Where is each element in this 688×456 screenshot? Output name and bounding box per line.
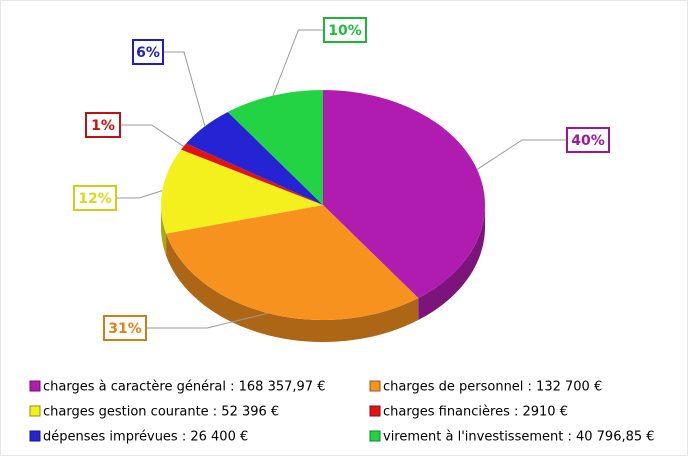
leader-line [116,190,163,199]
legend-swatch [29,430,41,442]
data-label: 31% [108,321,142,337]
slice [227,90,323,205]
label-box [566,127,610,153]
legend-swatch [29,405,41,417]
legend-label: dépenses imprévues : 26 400 € [43,430,248,445]
legend-swatch [29,380,41,392]
leader-line [120,124,184,147]
leader-line [272,29,324,96]
legend-swatch [369,430,381,442]
legend-label: charges gestion courante : 52 396 € [43,405,279,420]
slice-side [418,205,485,321]
legend-label: charges financières : 2910 € [383,405,568,420]
data-label: 40% [571,133,605,149]
legend-label: charges à caractère général : 168 357,97… [43,380,325,395]
legend-swatch [369,405,381,417]
label-box [85,112,121,138]
slice [161,149,323,234]
legend-swatch [369,380,381,392]
data-label: 1% [91,118,115,134]
leader-line [476,139,567,170]
slice-side [161,205,167,256]
label-box [323,17,367,43]
label-box [103,315,147,341]
data-label: 12% [78,191,112,207]
leader-line [163,51,206,127]
legend-label: charges de personnel : 132 700 € [383,380,602,395]
slice [181,143,323,205]
data-label: 10% [328,23,362,39]
leader-line [146,312,269,329]
legend-label: virement à l'investissement : 40 796,85 … [383,430,655,445]
data-label: 6% [136,45,160,61]
slice [186,111,323,205]
slice-side [166,233,419,342]
label-box [73,185,117,211]
label-box [132,39,164,65]
slice [166,205,419,320]
slice [323,90,486,299]
